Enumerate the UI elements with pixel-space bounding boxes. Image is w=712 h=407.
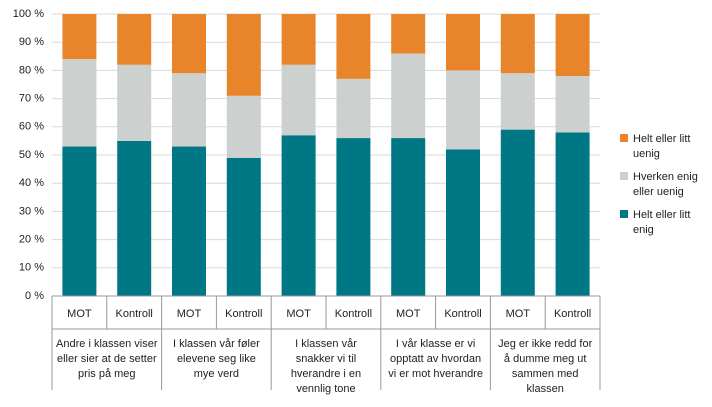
bar-segment — [555, 14, 590, 77]
x-tick-label: MOT — [396, 308, 421, 320]
y-tick-label: 70 % — [19, 93, 44, 105]
x-tick-label: MOT — [67, 308, 92, 320]
x-tick-label: Kontroll — [554, 308, 591, 320]
x-tick-label: Kontroll — [335, 308, 372, 320]
y-tick-label: 100 % — [13, 8, 44, 20]
bar-segment — [391, 14, 426, 54]
group-label: I klassen vår snakker vi til hverandre i… — [290, 338, 362, 395]
bar-segment — [226, 14, 261, 96]
bar-segment — [500, 129, 535, 296]
bar-segment — [446, 14, 480, 71]
legend-label: Helt eller litt uenig — [633, 133, 691, 160]
legend-label: Hverken enig eller uenig — [633, 171, 698, 198]
y-tick-label: 0 % — [25, 290, 44, 302]
y-tick-label: 60 % — [19, 121, 44, 133]
bar-segment — [62, 59, 97, 147]
group-label: I klassen vår føler elevene seg like mye… — [172, 338, 260, 380]
x-tick-label: MOT — [286, 308, 311, 320]
x-tick-label: Kontroll — [116, 308, 153, 320]
legend-swatch — [620, 172, 628, 180]
bar-segment — [117, 64, 152, 141]
bar-segment — [391, 53, 426, 139]
bar-segment — [336, 14, 371, 79]
y-tick-label: 40 % — [19, 177, 44, 189]
bar-segment — [281, 14, 316, 65]
bar-segment — [555, 132, 590, 296]
bar-segment — [172, 73, 206, 147]
bar-segment — [281, 135, 316, 296]
y-tick-label: 20 % — [19, 234, 44, 246]
bar-segment — [336, 78, 371, 139]
bar-segment — [500, 14, 535, 74]
bar-segment — [446, 149, 480, 296]
bar-segment — [391, 138, 426, 296]
bar-segment — [226, 95, 261, 158]
bar-segment — [500, 73, 535, 130]
legend-swatch — [620, 210, 628, 218]
group-label: Andre i klassen viser eller sier at de s… — [56, 338, 158, 380]
x-tick-label: Kontroll — [444, 308, 481, 320]
bar-segment — [336, 138, 371, 296]
y-tick-label: 50 % — [19, 149, 44, 161]
x-tick-label: MOT — [177, 308, 202, 320]
group-label: Jeg er ikke redd for å dumme meg ut samm… — [498, 338, 593, 395]
bar-segment — [555, 76, 590, 133]
bar-segment — [172, 146, 206, 296]
bar-segment — [117, 140, 152, 296]
legend-label: Helt eller litt enig — [633, 209, 691, 236]
bar-segment — [172, 14, 206, 74]
bar-segment — [281, 64, 316, 136]
bar-segment — [117, 14, 152, 65]
legend-swatch — [620, 134, 628, 142]
bar-segment — [446, 70, 480, 150]
y-tick-label: 90 % — [19, 36, 44, 48]
bar-segment — [62, 14, 97, 60]
y-tick-label: 10 % — [19, 262, 44, 274]
x-tick-label: MOT — [506, 308, 531, 320]
group-label: I vår klasse er vi opptatt av hvordan vi… — [388, 338, 483, 380]
bar-segment — [62, 146, 97, 296]
x-tick-label: Kontroll — [225, 308, 262, 320]
y-tick-label: 30 % — [19, 205, 44, 217]
bar-segment — [226, 157, 261, 296]
y-tick-label: 80 % — [19, 64, 44, 76]
